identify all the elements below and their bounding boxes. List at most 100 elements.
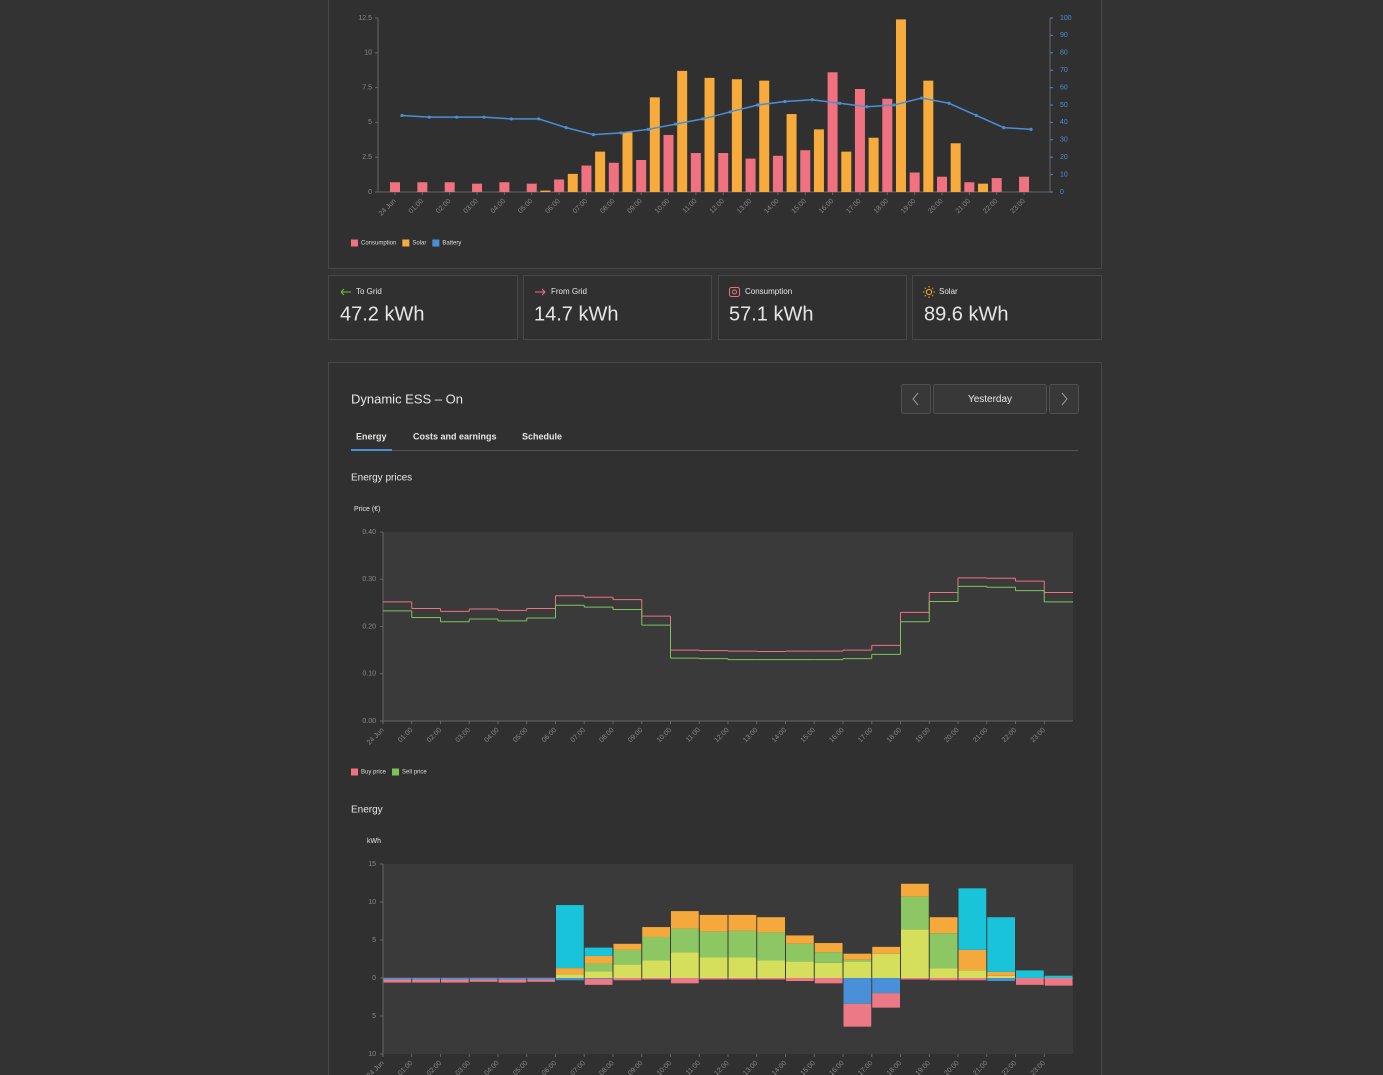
legend-label: Consumption — [361, 241, 396, 247]
bar-segment — [613, 943, 642, 950]
bar-segment — [958, 949, 987, 971]
bar-segment — [642, 936, 670, 961]
stat-label: To Grid — [356, 287, 382, 296]
bar-segment — [872, 953, 900, 978]
bar-segment — [642, 978, 670, 980]
bar — [595, 151, 606, 192]
bar — [937, 176, 947, 192]
stat-card — [328, 275, 518, 340]
bar-segment — [469, 978, 498, 980]
bar — [622, 132, 633, 192]
bar — [718, 153, 729, 192]
y2-tick-label: 50 — [1060, 102, 1068, 109]
next-icon — [1061, 392, 1068, 406]
bar — [882, 98, 893, 192]
bar — [663, 134, 674, 192]
bar-segment — [987, 975, 1015, 978]
battery-point — [673, 122, 678, 126]
axis-label: kWh — [367, 838, 381, 845]
y2-tick-label: 10 — [1060, 171, 1068, 178]
stat-label: Solar — [939, 287, 958, 296]
bar — [854, 88, 865, 192]
bar-segment — [613, 964, 642, 978]
bar-segment — [901, 929, 929, 978]
bar — [978, 183, 989, 192]
bar-segment — [814, 978, 843, 984]
prev-button[interactable] — [901, 384, 931, 414]
battery-point — [783, 99, 787, 104]
tab[interactable]: Schedule — [522, 431, 562, 441]
y-tick-label: 0 — [368, 189, 372, 196]
bar — [472, 183, 483, 192]
bar-segment — [584, 978, 613, 979]
bar-segment — [498, 978, 527, 980]
bar-segment — [1016, 978, 1044, 985]
date-button[interactable] — [933, 384, 1047, 414]
to-grid-icon — [340, 288, 351, 296]
bar-segment — [441, 979, 469, 983]
bar-segment — [613, 978, 642, 981]
consumption-icon — [732, 289, 737, 295]
legend-swatch — [402, 239, 410, 247]
legend-swatch — [432, 239, 440, 247]
bar-segment — [642, 960, 670, 978]
bar-segment — [527, 979, 555, 982]
bar-segment — [642, 927, 670, 937]
bar-segment — [613, 949, 642, 965]
tab[interactable]: Costs and earnings — [413, 431, 497, 441]
y-tick-label: 0.40 — [362, 529, 376, 536]
next-button[interactable] — [1049, 384, 1079, 414]
bar-segment — [929, 978, 958, 981]
panel-title: Dynamic ESS – On — [351, 391, 463, 406]
bar-segment — [843, 953, 872, 960]
y-tick-label: 5 — [368, 119, 372, 126]
y-tick-label: 2.5 — [362, 154, 372, 161]
bar-segment — [728, 978, 757, 980]
y2-tick-label: 60 — [1060, 84, 1068, 91]
bar — [649, 97, 660, 192]
battery-point — [865, 105, 869, 109]
bar-segment — [671, 928, 699, 953]
battery-point — [591, 132, 596, 137]
y-tick-label: 10 — [368, 1051, 376, 1058]
bar-segment — [757, 932, 785, 961]
y2-tick-label: 80 — [1060, 50, 1068, 57]
bar — [554, 179, 565, 192]
y2-tick-label: 70 — [1060, 67, 1068, 74]
bar — [704, 77, 715, 192]
y-tick-label: 10 — [368, 899, 376, 906]
battery-point — [947, 101, 951, 105]
battery-point — [810, 98, 814, 102]
y-tick-label: 0.30 — [362, 576, 376, 583]
bar-segment — [786, 978, 814, 982]
bar-segment — [958, 970, 987, 978]
bar — [677, 70, 688, 192]
bar — [923, 80, 934, 192]
bar-segment — [671, 978, 699, 984]
battery-point — [838, 101, 842, 105]
bar-segment — [728, 957, 757, 978]
y-tick-label: 0.10 — [362, 671, 376, 678]
bar — [745, 158, 756, 192]
y-tick-label: 0.20 — [362, 623, 376, 630]
bar-segment — [872, 946, 900, 954]
axis-label: Price (€) — [354, 506, 380, 513]
bar-segment — [757, 917, 785, 933]
solar-icon — [923, 286, 935, 298]
bar-segment — [556, 974, 584, 978]
stat-card — [523, 275, 712, 340]
bar-segment — [699, 957, 728, 978]
stat-value: 14.7 kWh — [534, 303, 618, 325]
bar-segment — [527, 978, 555, 980]
bar — [540, 190, 551, 192]
bar — [909, 172, 920, 192]
tab[interactable]: Energy — [356, 431, 387, 441]
bar — [827, 72, 838, 192]
battery-point — [1029, 127, 1033, 131]
bar-segment — [757, 960, 785, 978]
stat-value: 57.1 kWh — [729, 303, 813, 325]
bar-segment — [872, 993, 900, 1008]
legend-swatch — [392, 768, 400, 776]
bar-segment — [556, 905, 584, 969]
